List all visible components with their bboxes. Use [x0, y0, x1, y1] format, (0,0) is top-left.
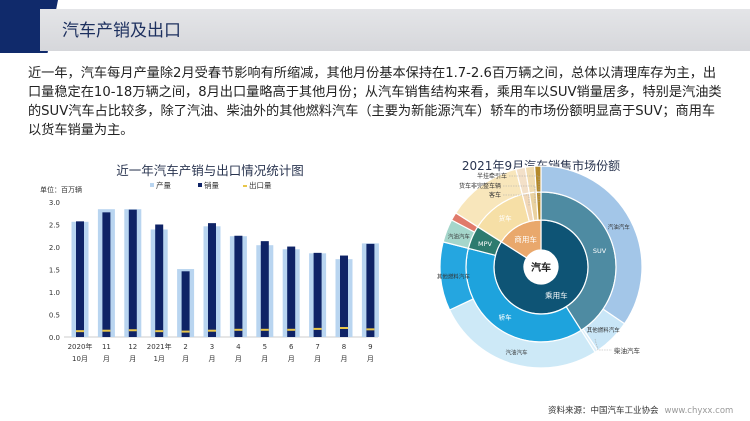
summary-text: 近一年，汽车每月产量除2月受春节影响有所缩减，其他月份基本保持在1.7-2.6百… [28, 66, 722, 138]
segment-label: 货车 [499, 214, 513, 223]
sales-bar [208, 223, 216, 337]
page-title: 汽车产销及出口 [62, 21, 181, 41]
header-band [40, 9, 750, 51]
export-mark [208, 329, 216, 332]
y-tick-label: 1.5 [49, 267, 60, 275]
source-text: 资料来源：中国汽车工业协会 [548, 406, 659, 416]
y-tick-label: 1.0 [49, 289, 60, 297]
export-mark [340, 327, 348, 329]
x-tick-label: 3 [210, 343, 214, 351]
x-tick-label: 月 [182, 355, 189, 363]
segment-label: SUV [593, 247, 607, 255]
x-tick-label: 8 [342, 343, 346, 351]
x-tick-label: 2021年 [147, 342, 172, 351]
bar-chart-title: 近一年汽车产销与出口情况统计图 [116, 163, 304, 178]
leader-line [503, 194, 530, 206]
segment-label: 汽油汽车 [505, 349, 528, 357]
legend-label: 产量 [156, 180, 171, 190]
leader-line [509, 175, 540, 202]
sales-bar [155, 224, 164, 337]
sales-bar [313, 252, 322, 337]
x-tick-label: 4 [236, 343, 241, 351]
x-tick-label: 月 [261, 355, 268, 363]
export-mark [234, 328, 243, 331]
x-tick-label: 1月 [153, 355, 164, 363]
segment-label: 其他燃料汽车 [587, 326, 621, 334]
x-tick-label: 6 [289, 343, 294, 351]
sales-bar [128, 209, 137, 337]
x-tick-label: 2020年 [68, 342, 93, 351]
x-tick-label: 月 [288, 355, 295, 363]
sales-bar [234, 235, 243, 337]
callout-label: 客车 [489, 191, 501, 199]
sales-bar [366, 243, 375, 337]
segment-label: 轿车 [499, 312, 513, 321]
leader-line [594, 338, 612, 351]
sunburst-level3-segment [534, 165, 542, 193]
sales-bar [340, 255, 348, 337]
segment-label: MPV [478, 240, 493, 248]
legend-label: 销量 [204, 180, 219, 190]
center-label: 汽车 [531, 261, 551, 274]
export-mark [366, 328, 375, 331]
x-tick-label: 9 [368, 343, 372, 351]
export-mark [76, 330, 84, 333]
y-tick-label: 2.0 [49, 244, 60, 252]
sales-bar [181, 271, 190, 337]
export-mark [260, 328, 269, 331]
export-mark [155, 330, 164, 333]
x-tick-label: 月 [129, 355, 136, 363]
source-note: 资料来源：中国汽车工业协会 www.chyxx.com [548, 404, 733, 416]
segment-label: 汽油汽车 [608, 223, 631, 231]
export-mark [287, 328, 296, 331]
x-tick-label: 12 [128, 343, 137, 351]
sales-bar [260, 241, 269, 337]
segment-label: 乘用车 [545, 290, 568, 300]
unit-label: 单位：百万辆 [40, 185, 82, 194]
x-tick-label: 7 [315, 343, 319, 351]
legend-swatch [243, 185, 247, 187]
y-tick-label: 0.5 [49, 312, 60, 320]
x-tick-label: 月 [367, 355, 374, 363]
export-mark [128, 329, 137, 332]
callout-label: 货车非完整车辆 [459, 182, 501, 190]
leader-line [503, 185, 536, 204]
export-mark [181, 330, 190, 333]
export-mark [102, 329, 111, 332]
x-tick-label: 10月 [72, 355, 88, 363]
x-tick-label: 月 [314, 355, 321, 363]
sales-bar [287, 246, 296, 337]
segment-label: 商用车 [514, 234, 537, 244]
segment-label: 其他燃料汽车 [437, 272, 471, 280]
site-url: www.chyxx.com [664, 406, 734, 416]
sales-bar [76, 221, 84, 337]
legend-swatch [198, 183, 202, 187]
y-tick-label: 0.0 [49, 334, 60, 342]
x-tick-label: 2 [183, 343, 187, 351]
x-tick-label: 月 [341, 355, 348, 363]
callout-label: 半挂牵引车 [477, 172, 507, 180]
legend-swatch [150, 183, 154, 187]
x-tick-label: 月 [103, 355, 110, 363]
export-mark [313, 327, 322, 330]
callout-label: 柴油汽车 [614, 346, 641, 355]
sunburst-center [525, 251, 557, 283]
legend-label: 出口量 [249, 180, 272, 190]
x-tick-label: 月 [209, 355, 216, 363]
segment-label: 汽油汽车 [448, 232, 471, 240]
x-tick-label: 5 [263, 343, 267, 351]
y-tick-label: 2.5 [49, 222, 60, 230]
x-tick-label: 11 [102, 343, 111, 351]
y-tick-label: 3.0 [49, 199, 60, 207]
x-tick-label: 月 [235, 355, 242, 363]
sales-bar [102, 212, 111, 337]
